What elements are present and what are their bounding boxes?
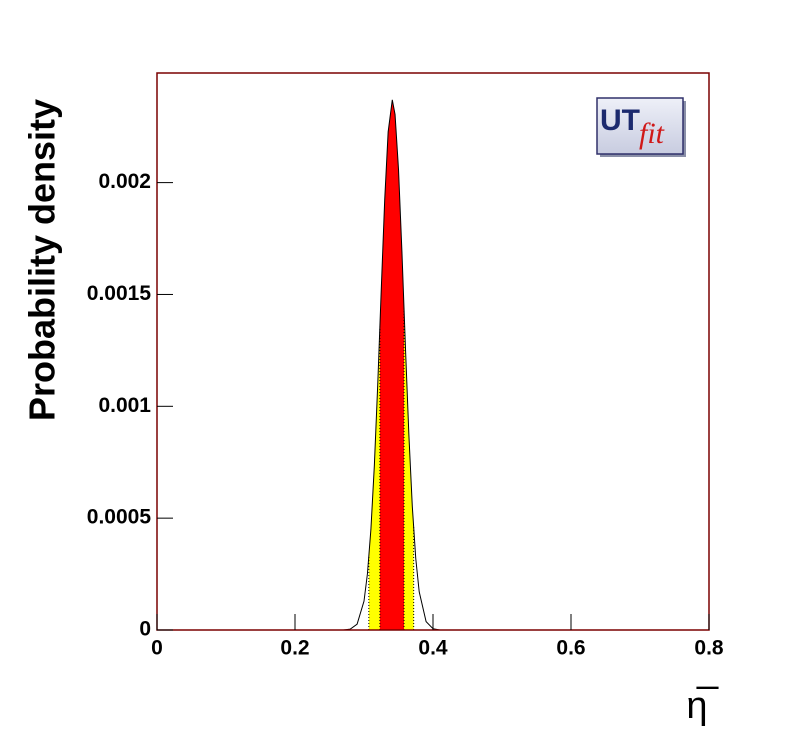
x-axis-label: η̅: [686, 685, 719, 727]
density-curve: [343, 99, 440, 631]
y-axis-label: Probability density: [22, 99, 63, 421]
logo-main: UT: [600, 104, 640, 137]
y-tick-label: 0.001: [98, 394, 151, 417]
x-tick-label: 0.6: [556, 637, 585, 660]
logo-box: [596, 97, 684, 155]
y-tick-label: 0.002: [98, 170, 151, 193]
x-tick-label: 0.4: [418, 637, 448, 660]
y-tick-label: 0.0015: [87, 282, 152, 305]
x-tick-label: 0.8: [694, 637, 724, 660]
logo-sub: fit: [639, 117, 665, 150]
y-tick-label: 0.0005: [87, 506, 152, 529]
plot-area: [157, 73, 709, 630]
x-tick-label: 0: [151, 637, 163, 660]
x-tick-label: 0.2: [280, 637, 309, 660]
y-tick-label: 0: [139, 618, 151, 641]
logo: UT fit: [596, 97, 686, 157]
